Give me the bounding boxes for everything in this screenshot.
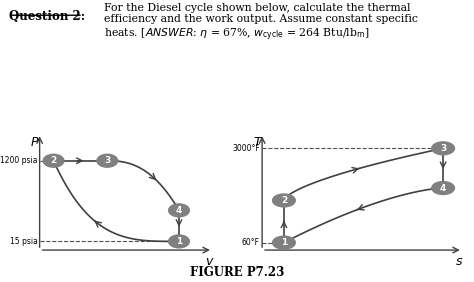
Circle shape (169, 235, 189, 248)
Circle shape (432, 182, 455, 195)
Text: P: P (31, 136, 38, 149)
Text: 4: 4 (440, 184, 447, 193)
Text: 3: 3 (104, 156, 110, 165)
Text: FIGURE P7.23: FIGURE P7.23 (190, 266, 284, 279)
Text: 1200 psia: 1200 psia (0, 156, 37, 165)
Text: 2: 2 (50, 156, 57, 165)
Text: 1: 1 (176, 237, 182, 246)
Circle shape (273, 194, 295, 207)
Text: 4: 4 (176, 206, 182, 215)
Text: 60°F: 60°F (242, 238, 260, 247)
Text: s: s (456, 255, 463, 268)
Text: 15 psia: 15 psia (10, 237, 37, 246)
Text: 2: 2 (281, 196, 287, 205)
Text: For the Diesel cycle shown below, calculate the thermal
efficiency and the work : For the Diesel cycle shown below, calcul… (104, 3, 418, 43)
Circle shape (97, 154, 118, 167)
Circle shape (432, 142, 455, 155)
Text: T: T (254, 136, 262, 149)
Text: v: v (205, 255, 213, 268)
Text: 1: 1 (281, 238, 287, 247)
Circle shape (169, 204, 189, 217)
Text: 3: 3 (440, 144, 446, 153)
Text: Question 2:: Question 2: (9, 10, 86, 23)
Circle shape (273, 236, 295, 249)
Circle shape (43, 154, 64, 167)
Text: 3000°F: 3000°F (232, 144, 260, 153)
